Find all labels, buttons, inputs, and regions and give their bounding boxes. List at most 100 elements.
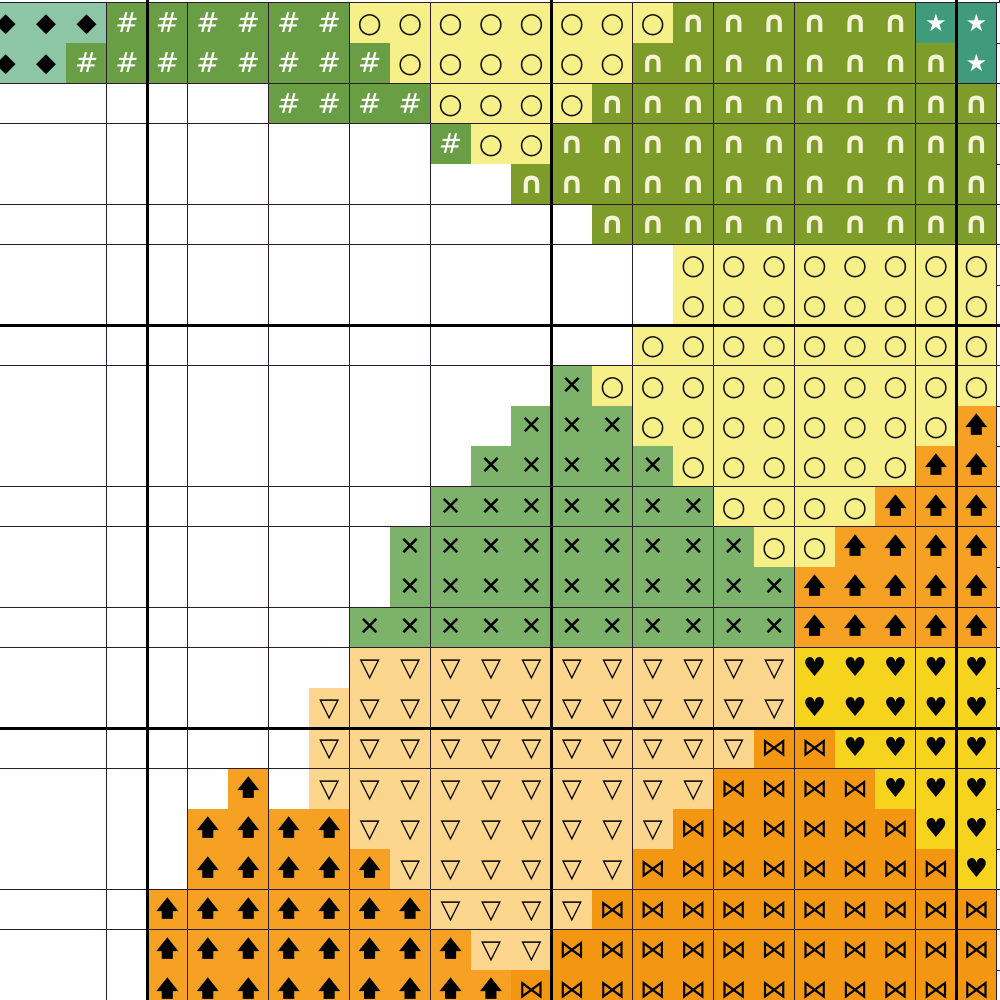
stitch-cell-empty [0,486,27,528]
stitch-cell-cross: ✕ [592,406,634,447]
stitch-cell-hash: # [106,43,148,85]
stitch-cell-empty [0,607,27,649]
stitch-cell-triangle-down: ▽ [470,768,512,810]
stitch-cell-cross: ✕ [673,486,715,528]
stitch-cell-arch: ∩ [713,43,755,85]
stitch-cell-bowtie: ⋈ [794,889,836,931]
grid-major-line-vertical [145,0,149,1000]
stitch-cell-circle: ○ [673,325,715,367]
stitch-cell-cross: ✕ [430,607,472,649]
stitch-cell-circle: ○ [794,486,836,528]
stitch-cell-empty [228,204,270,246]
grid-edge-cell [996,849,1000,891]
stitch-cell-arch: ∩ [875,123,917,165]
stitch-cell-empty [147,567,189,609]
stitch-cell-empty [106,768,148,810]
stitch-cell-triangle-down: ▽ [470,647,512,689]
stitch-cell-arch: ∩ [835,83,877,125]
stitch-cell-heart: ♥ [915,728,957,770]
stitch-cell-heart: ♥ [875,688,917,729]
stitch-cell-empty [66,446,108,488]
stitch-cell-triangle-down: ▽ [309,768,351,810]
stitch-cell-empty [26,285,68,326]
stitch-cell-cross: ✕ [390,526,432,568]
stitch-cell-empty [106,889,148,931]
stitch-cell-up-arrow: 🡅 [349,849,391,891]
stitch-cell-empty [147,768,189,810]
stitch-cell-empty [66,365,108,407]
grid-edge-cell [996,648,1000,689]
stitch-cell-empty [430,244,472,286]
stitch-cell-empty [147,204,189,246]
stitch-cell-empty [147,486,189,528]
stitch-cell-empty [147,526,189,568]
stitch-cell-heart: ♥ [875,728,917,770]
stitch-cell-circle: ○ [673,446,715,488]
stitch-cell-cross: ✕ [592,526,634,568]
stitch-cell-cross: ✕ [632,567,674,609]
stitch-cell-empty [268,244,310,286]
stitch-cell-triangle-down: ▽ [632,728,674,770]
stitch-cell-empty [268,567,310,609]
stitch-cell-empty [268,123,310,165]
stitch-cell-up-arrow: 🡅 [147,970,189,1000]
stitch-cell-triangle-down: ▽ [632,647,674,689]
stitch-cell-up-arrow: 🡅 [309,970,351,1000]
stitch-cell-empty [228,567,270,609]
stitch-cell-up-arrow: 🡅 [430,970,472,1000]
stitch-cell-empty [268,164,310,206]
stitch-cell-empty [106,204,148,246]
stitch-cell-arch: ∩ [915,83,957,125]
stitch-cell-empty [187,446,229,488]
stitch-cell-arch: ∩ [794,204,836,246]
stitch-cell-triangle-down: ▽ [713,688,755,729]
stitch-cell-empty [511,325,553,367]
stitch-cell-empty [349,204,391,246]
stitch-cell-triangle-down: ▽ [430,647,472,689]
stitch-cell-empty [511,244,553,286]
stitch-cell-triangle-down: ▽ [673,688,715,729]
stitch-cell-up-arrow: 🡅 [349,929,391,971]
stitch-cell-empty [106,446,148,488]
stitch-cell-empty [390,244,432,286]
stitch-cell-hash: # [268,83,310,125]
grid-edge-cell [996,890,1000,931]
stitch-cell-circle: ○ [632,325,674,367]
stitch-cell-triangle-down: ▽ [470,809,512,850]
stitch-cell-cross: ✕ [551,486,593,528]
stitch-cell-circle: ○ [673,406,715,447]
stitch-cell-empty [470,325,512,367]
stitch-cell-triangle-down: ▽ [470,688,512,729]
stitch-cell-empty [106,244,148,286]
stitch-cell-up-arrow: 🡅 [390,889,432,931]
stitch-cell-arch: ∩ [915,204,957,246]
stitch-cell-circle: ○ [713,325,755,367]
stitch-cell-hash: # [147,43,189,85]
grid-edge-cell [996,769,1000,810]
stitch-cell-circle: ○ [470,43,512,85]
stitch-cell-empty [0,970,27,1000]
stitch-cell-empty [470,406,512,447]
stitch-cell-bowtie: ⋈ [754,929,796,971]
stitch-cell-up-arrow: 🡅 [915,607,957,649]
stitch-cell-empty [26,486,68,528]
stitch-cell-empty [66,970,108,1000]
stitch-cell-empty [228,607,270,649]
stitch-cell-cross: ✕ [470,486,512,528]
stitch-cell-cross: ✕ [551,567,593,609]
stitch-cell-circle: ○ [349,3,391,44]
stitch-cell-circle: ○ [915,325,957,367]
stitch-cell-triangle-down: ▽ [470,929,512,971]
stitch-cell-up-arrow: 🡅 [268,809,310,850]
stitch-cell-arch: ∩ [915,123,957,165]
stitch-cell-empty [66,83,108,125]
stitch-cell-empty [187,567,229,609]
stitch-cell-empty [147,244,189,286]
stitch-cell-empty [0,204,27,246]
stitch-cell-triangle-down: ▽ [349,728,391,770]
stitch-cell-circle: ○ [713,365,755,407]
stitch-cell-empty [0,365,27,407]
stitch-cell-triangle-down: ▽ [632,768,674,810]
stitch-cell-up-arrow: 🡅 [794,607,836,649]
stitch-cell-circle: ○ [915,244,957,286]
